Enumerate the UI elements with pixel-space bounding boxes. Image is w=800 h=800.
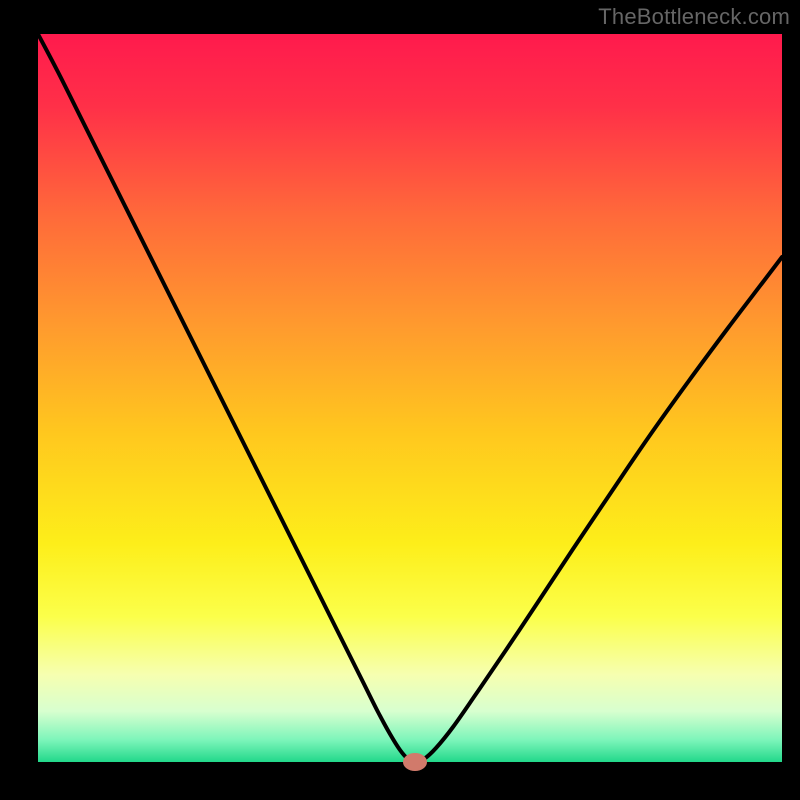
chart-container: TheBottleneck.com: [0, 0, 800, 800]
optimal-point-marker: [403, 753, 427, 771]
bottleneck-chart: [0, 0, 800, 800]
watermark-text: TheBottleneck.com: [598, 4, 790, 30]
plot-area: [38, 34, 782, 762]
